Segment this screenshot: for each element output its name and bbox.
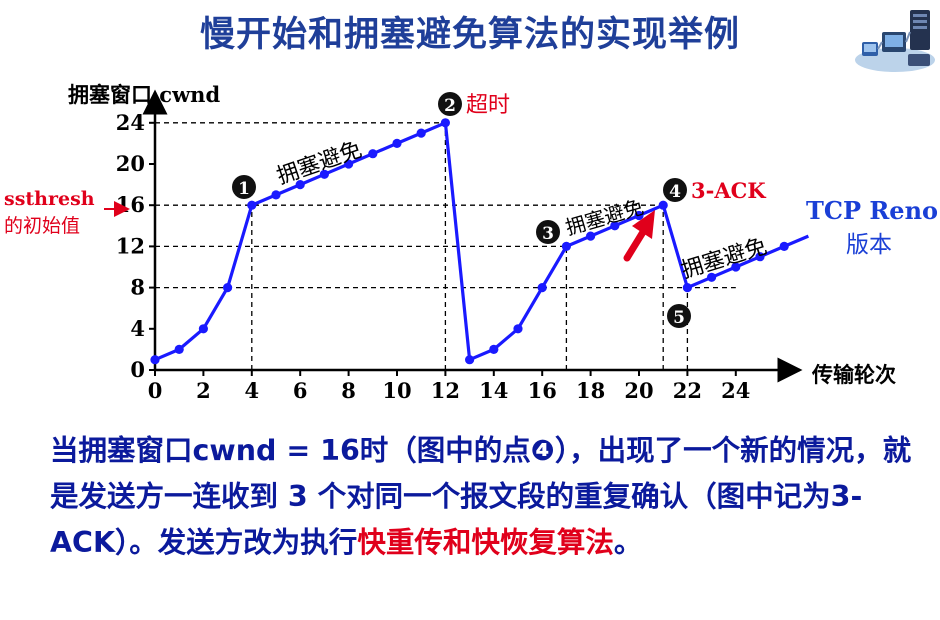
x-tick-label-24: 24: [721, 378, 750, 403]
data-point-22: [682, 283, 693, 293]
congestion-avoidance-label-1: 拥塞避免: [274, 137, 365, 189]
description-highlight: 快重传和快恢复算法: [357, 526, 614, 559]
y-tick-label-8: 8: [130, 275, 145, 300]
data-point-11: [416, 128, 426, 138]
data-point-19: [610, 221, 620, 231]
three-ack-label: 3-ACK: [691, 178, 766, 203]
x-tick-label-18: 18: [576, 378, 605, 403]
data-point-17: [561, 241, 572, 251]
marker-2: 2: [438, 92, 462, 116]
description-text: 当拥塞窗口cwnd = 16时（图中的点❹），出现了一个新的情况，就是发送方一连…: [50, 428, 930, 566]
data-point-16: [537, 283, 547, 293]
data-point-26: [779, 241, 789, 251]
data-point-24: [731, 262, 741, 272]
x-tick-label-8: 8: [341, 378, 356, 403]
data-point-6: [295, 180, 305, 190]
data-point-14: [489, 344, 499, 354]
marker-3: 3: [536, 220, 560, 244]
y-tick-label-24: 24: [116, 110, 145, 135]
x-tick-label-20: 20: [624, 378, 653, 403]
x-tick-label-0: 0: [148, 378, 163, 403]
marker-1: 1: [232, 175, 256, 199]
congestion-avoidance-label-2: 拥塞避免: [563, 195, 647, 240]
data-point-3: [223, 283, 233, 293]
data-point-13: [465, 355, 475, 365]
x-tick-label-14: 14: [479, 378, 508, 403]
svg-text:4: 4: [669, 182, 681, 202]
data-point-10: [392, 138, 402, 148]
axes: [142, 89, 803, 383]
data-point-1: [174, 344, 184, 354]
x-tick-label-12: 12: [431, 378, 460, 403]
x-tick-label-4: 4: [244, 378, 259, 403]
data-point-7: [319, 169, 329, 179]
tcp-reno-label: TCP Reno: [806, 196, 938, 225]
svg-text:5: 5: [673, 308, 685, 328]
y-axis-label: 拥塞窗口 cwnd: [68, 82, 220, 107]
data-point-15: [513, 324, 523, 334]
svg-text:1: 1: [238, 179, 250, 199]
data-point-20: [634, 210, 644, 221]
y-tick-labels: 0 4 8 12 16 20 24: [116, 110, 155, 382]
slide-title: 慢开始和拥塞避免算法的实现举例: [199, 15, 740, 55]
y-tick-label-20: 20: [116, 151, 145, 176]
data-point-25: [755, 252, 765, 262]
data-point-0: [150, 355, 160, 365]
y-tick-label-4: 4: [130, 316, 145, 341]
x-tick-label-10: 10: [382, 378, 411, 403]
svg-text:3: 3: [542, 224, 554, 244]
data-point-12: [440, 118, 450, 128]
svg-text:2: 2: [444, 96, 456, 116]
y-tick-label-0: 0: [130, 357, 145, 382]
data-point-9: [368, 149, 378, 159]
data-point-5: [271, 190, 281, 200]
y-tick-label-16: 16: [116, 192, 145, 217]
x-tick-labels: 0 2 4 6 8 10 12 14 16 18 20 22 24: [148, 370, 750, 403]
version-label: 版本: [846, 232, 892, 258]
timeout-label: 超时: [466, 93, 510, 118]
ssthresh-label: ssthresh: [4, 188, 95, 210]
ssthresh-initial-label: 的初始值: [4, 215, 80, 237]
data-point-2: [198, 324, 208, 334]
y-tick-label-12: 12: [116, 233, 145, 258]
marker-5: 5: [667, 304, 691, 328]
series-line-0: [154, 121, 785, 362]
data-point-18: [586, 231, 596, 241]
data-point-23: [707, 272, 717, 282]
description-part-1: 当拥塞窗口cwnd = 16时（图中的点❹），出现了一个新的情况，就是发送方一连…: [50, 434, 912, 559]
x-axis-label: 传输轮次: [811, 362, 896, 387]
red-pointer-arrow-icon: [623, 210, 655, 262]
x-tick-label-6: 6: [293, 378, 308, 403]
data-point-8: [344, 159, 354, 169]
data-point-21: [658, 200, 668, 210]
x-tick-label-2: 2: [196, 378, 211, 403]
cwnd-series: [150, 118, 810, 365]
x-tick-label-16: 16: [528, 378, 557, 403]
description-part-3: 。: [613, 526, 643, 559]
reference-lines: [155, 122, 736, 370]
congestion-avoidance-label-3: 拥塞避免: [678, 234, 769, 284]
network-devices-icon: [855, 10, 935, 72]
x-tick-label-22: 22: [673, 378, 702, 403]
marker-4: 4: [663, 178, 687, 202]
data-point-4: [247, 200, 257, 210]
